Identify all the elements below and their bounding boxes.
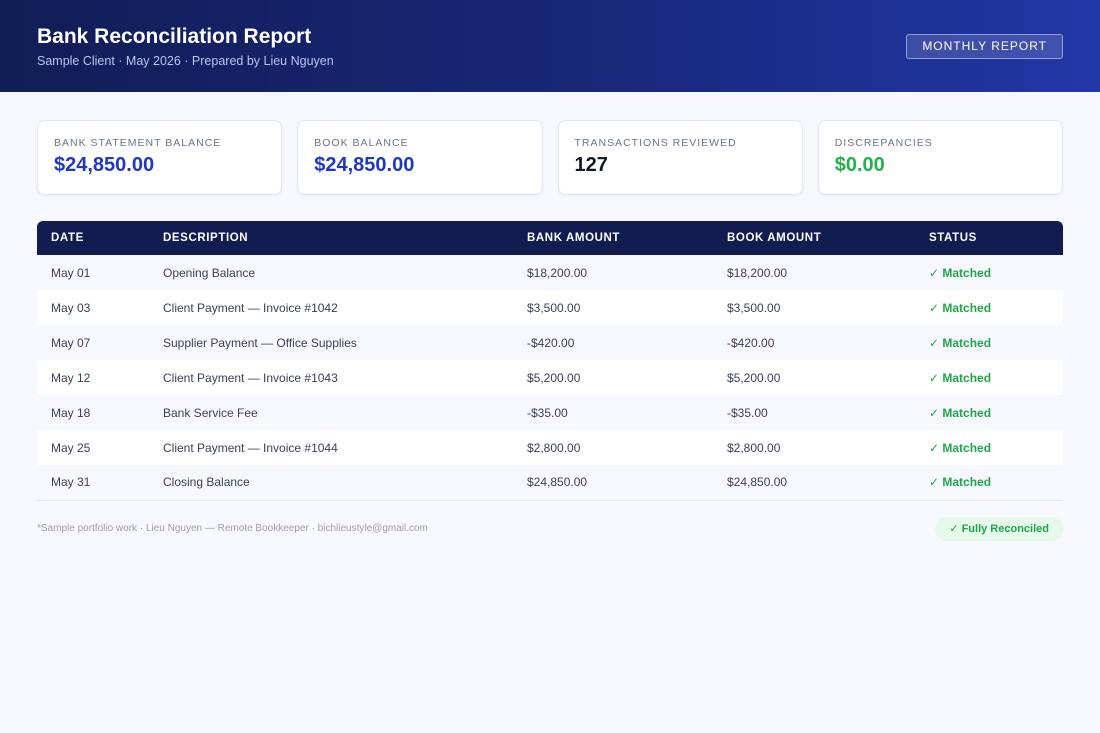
table-header-row: DATE DESCRIPTION BANK AMOUNT BOOK AMOUNT… [37,221,1063,255]
status-badge: ✓ Matched [929,335,992,350]
cell-bank-amount: -$35.00 [527,405,568,420]
column-header-bank-amount: BANK AMOUNT [527,232,621,244]
card-discrepancies: DISCREPANCIES $0.00 [817,120,1063,195]
card-transactions-reviewed: TRANSACTIONS REVIEWED 127 [557,120,803,195]
table-row: May 01 Opening Balance $18,200.00 $18,20… [37,255,1063,290]
table-row: May 18 Bank Service Fee -$35.00 -$35.00 … [37,395,1063,430]
fully-reconciled-badge: ✓ Fully Reconciled [935,517,1063,541]
card-value: 127 [574,154,608,176]
cell-book-amount: $3,500.00 [727,300,781,315]
status-badge: ✓ Matched [929,300,992,315]
table-row: May 12 Client Payment — Invoice #1043 $5… [37,360,1063,395]
summary-cards: BANK STATEMENT BALANCE $24,850.00 BOOK B… [37,120,1063,195]
cell-date: May 03 [51,300,91,315]
card-label: DISCREPANCIES [834,137,933,149]
page-title: Bank Reconciliation Report [37,25,312,48]
cell-date: May 18 [51,405,91,420]
card-label: BANK STATEMENT BALANCE [54,137,222,149]
cell-bank-amount: $24,850.00 [513,465,713,501]
cell-bank-amount: $3,500.00 [527,300,581,315]
reconciliation-table-container: DATE DESCRIPTION BANK AMOUNT BOOK AMOUNT… [37,221,1063,501]
card-label: BOOK BALANCE [314,137,409,149]
page-subtitle: Sample Client · May 2026 · Prepared by L… [37,54,334,68]
cell-bank-amount: $2,800.00 [527,440,581,455]
cell-book-amount: $18,200.00 [727,265,788,280]
reconciliation-table: DATE DESCRIPTION BANK AMOUNT BOOK AMOUNT… [37,221,1063,501]
status-badge: ✓ Matched [929,405,992,420]
table-row: May 03 Client Payment — Invoice #1042 $3… [37,290,1063,325]
cell-description: Supplier Payment — Office Supplies [163,335,357,350]
card-bank-statement-balance: BANK STATEMENT BALANCE $24,850.00 [37,120,283,195]
card-value: $24,850.00 [54,154,155,176]
cell-book-amount: $24,850.00 [713,465,915,501]
status-badge: ✓ Matched [915,465,1063,501]
cell-date: May 07 [51,335,91,350]
footer-note: *Sample portfolio work · Lieu Nguyen — R… [37,523,428,534]
cell-date: May 01 [51,265,91,280]
card-value: $0.00 [834,154,885,176]
status-badge: ✓ Matched [929,440,992,455]
cell-description: Opening Balance [163,265,256,280]
cell-book-amount: $2,800.00 [727,440,781,455]
cell-bank-amount: $5,200.00 [527,370,581,385]
cell-description: Closing Balance [149,465,513,501]
cell-book-amount: -$420.00 [727,335,775,350]
cell-date: May 31 [37,465,149,501]
column-header-description: DESCRIPTION [163,232,249,244]
table-row: May 07 Supplier Payment — Office Supplie… [37,325,1063,360]
card-label: TRANSACTIONS REVIEWED [574,137,737,149]
report-header: Bank Reconciliation Report Sample Client… [0,0,1100,92]
column-header-status: STATUS [929,232,977,244]
cell-date: May 25 [51,440,91,455]
cell-description: Bank Service Fee [163,405,258,420]
cell-book-amount: -$35.00 [727,405,768,420]
cell-description: Client Payment — Invoice #1044 [163,440,338,455]
monthly-report-button[interactable]: MONTHLY REPORT [906,34,1063,59]
status-badge: ✓ Matched [929,370,992,385]
column-header-book-amount: BOOK AMOUNT [727,232,822,244]
cell-description: Client Payment — Invoice #1042 [163,300,338,315]
cell-date: May 12 [51,370,91,385]
cell-description: Client Payment — Invoice #1043 [163,370,338,385]
card-book-balance: BOOK BALANCE $24,850.00 [297,120,543,195]
table-row: May 31 Closing Balance $24,850.00 $24,85… [37,465,1063,501]
status-badge: ✓ Matched [929,265,992,280]
cell-bank-amount: -$420.00 [527,335,575,350]
cell-book-amount: $5,200.00 [727,370,781,385]
table-row: May 25 Client Payment — Invoice #1044 $2… [37,430,1063,465]
column-header-date: DATE [51,232,84,244]
card-value: $24,850.00 [314,154,415,176]
cell-bank-amount: $18,200.00 [527,265,588,280]
